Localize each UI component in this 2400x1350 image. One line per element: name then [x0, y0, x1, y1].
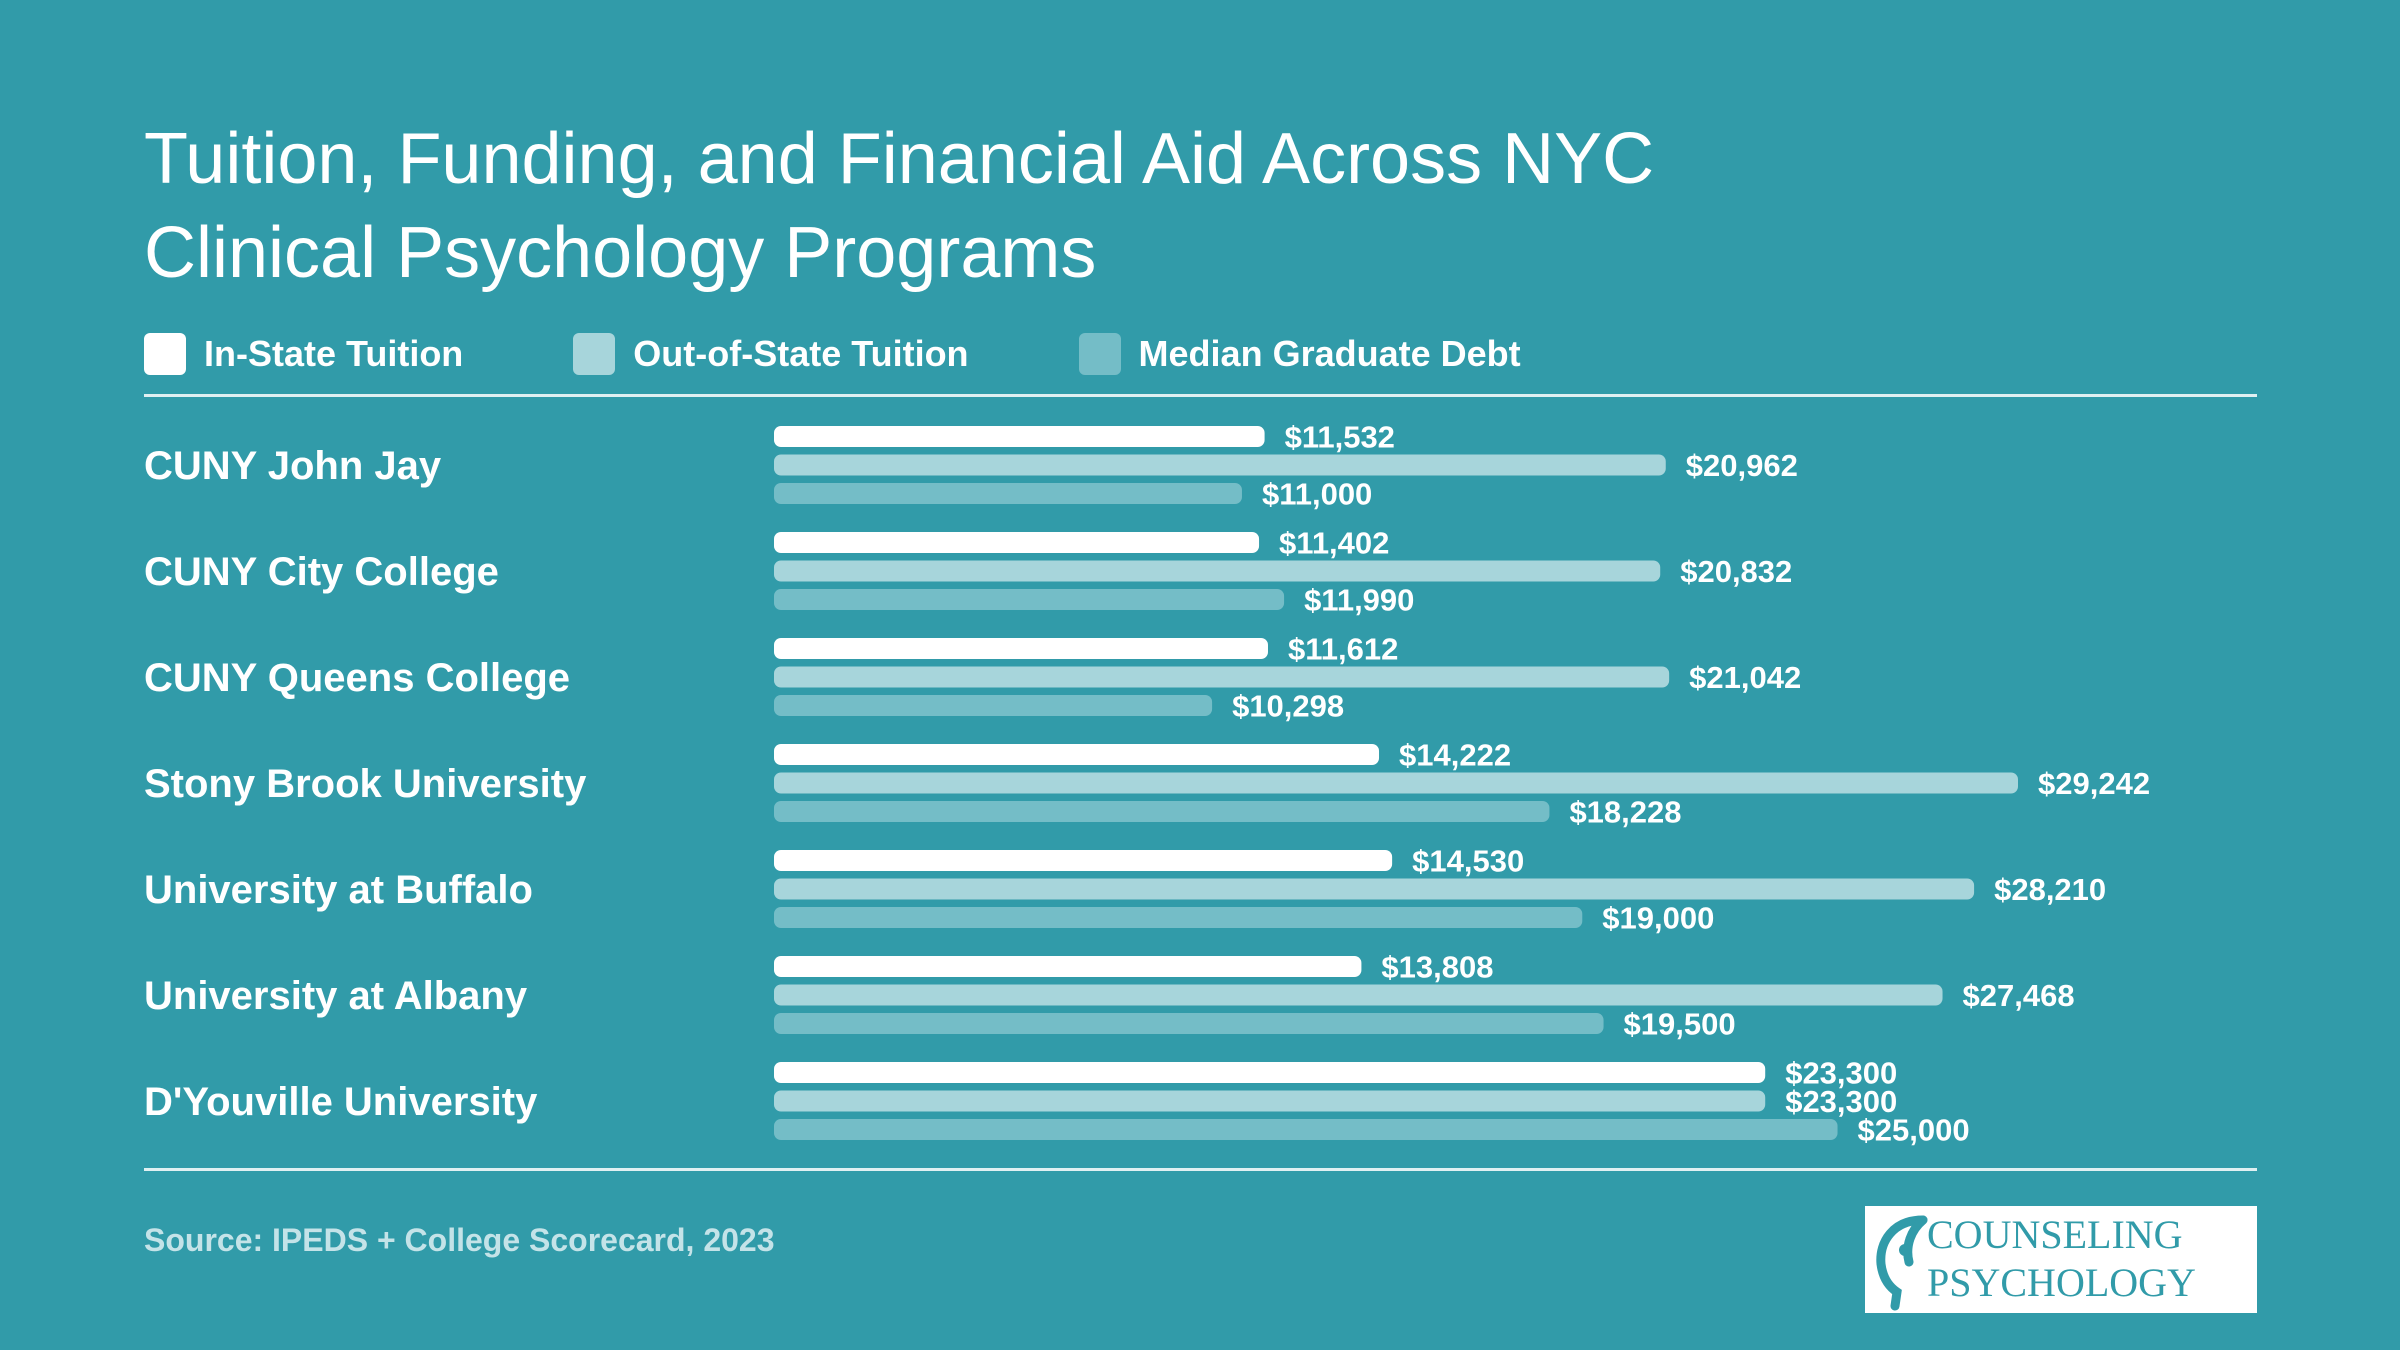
- legend-label-out-of-state: Out-of-State Tuition: [633, 333, 969, 374]
- bar-median-debt-university-at-buffalo: [774, 907, 1583, 928]
- bar-in-state-cuny-john-jay: [774, 426, 1265, 447]
- legend-swatch-out-of-state: [573, 333, 616, 375]
- head-profile-icon: [1876, 1215, 1928, 1311]
- source-note: Source: IPEDS + College Scorecard, 2023: [144, 1222, 775, 1258]
- category-label-cuny-city-college: CUNY City College: [144, 550, 499, 594]
- bar-median-debt-stony-brook-university: [774, 801, 1550, 822]
- bar-out-of-state-university-at-albany: [774, 984, 1943, 1006]
- data-label-median-debt-university-at-albany: $19,500: [1624, 1007, 1736, 1042]
- bar-median-debt-cuny-john-jay: [774, 483, 1242, 504]
- legend: In-State Tuition Out-of-State Tuition Me…: [144, 332, 1521, 376]
- bar-in-state-d-youville-university: [774, 1062, 1766, 1083]
- data-label-in-state-university-at-buffalo: $14,530: [1412, 844, 1524, 879]
- bar-out-of-state-stony-brook-university: [774, 772, 2018, 794]
- divider-top: [144, 394, 2257, 397]
- category-label-stony-brook-university: Stony Brook University: [144, 762, 587, 806]
- data-label-out-of-state-d-youville-university: $23,300: [1785, 1084, 1897, 1119]
- data-label-median-debt-cuny-city-college: $11,990: [1304, 583, 1414, 618]
- chart-title: Tuition, Funding, and Financial Aid Acro…: [144, 112, 1844, 300]
- legend-label-median-debt: Median Graduate Debt: [1138, 333, 1521, 374]
- bar-out-of-state-cuny-john-jay: [774, 454, 1666, 476]
- legend-item-in-state: In-State Tuition: [144, 332, 463, 376]
- data-label-in-state-university-at-albany: $13,808: [1381, 950, 1493, 985]
- legend-swatch-in-state: [144, 333, 186, 375]
- data-label-median-debt-d-youville-university: $25,000: [1858, 1113, 1970, 1148]
- bar-median-debt-university-at-albany: [774, 1013, 1604, 1034]
- category-label-university-at-albany: University at Albany: [144, 974, 528, 1018]
- data-label-in-state-cuny-queens-college: $11,612: [1288, 632, 1398, 667]
- data-label-in-state-stony-brook-university: $14,222: [1399, 738, 1511, 773]
- data-label-out-of-state-stony-brook-university: $29,242: [2038, 766, 2150, 801]
- data-label-median-debt-university-at-buffalo: $19,000: [1602, 901, 1714, 936]
- data-label-median-debt-cuny-john-jay: $11,000: [1262, 477, 1372, 512]
- data-label-out-of-state-cuny-city-college: $20,832: [1680, 554, 1792, 589]
- counseling-psychology-logo: COUNSELING PSYCHOLOGY: [1865, 1206, 2257, 1313]
- bar-median-debt-d-youville-university: [774, 1119, 1838, 1140]
- bar-in-state-stony-brook-university: [774, 744, 1380, 765]
- data-label-out-of-state-cuny-queens-college: $21,042: [1689, 660, 1801, 695]
- logo-text-line-1: COUNSELING: [1927, 1212, 2183, 1257]
- legend-item-median-debt: Median Graduate Debt: [1078, 332, 1521, 376]
- bar-out-of-state-d-youville-university: [774, 1090, 1766, 1112]
- bar-in-state-university-at-albany: [774, 956, 1362, 977]
- bar-in-state-university-at-buffalo: [774, 850, 1393, 871]
- data-label-in-state-d-youville-university: $23,300: [1785, 1056, 1897, 1091]
- bar-out-of-state-university-at-buffalo: [774, 878, 1975, 900]
- chart-title-line-1: Tuition, Funding, and Financial Aid Acro…: [144, 119, 1655, 199]
- data-label-in-state-cuny-john-jay: $11,532: [1285, 420, 1395, 455]
- bar-median-debt-cuny-queens-college: [774, 695, 1213, 716]
- chart-title-line-2: Clinical Psychology Programs: [144, 213, 1097, 293]
- data-label-out-of-state-cuny-john-jay: $20,962: [1686, 448, 1798, 483]
- category-label-cuny-john-jay: CUNY John Jay: [144, 444, 442, 488]
- bar-in-state-cuny-queens-college: [774, 638, 1268, 659]
- data-label-median-debt-cuny-queens-college: $10,298: [1232, 689, 1344, 724]
- data-label-median-debt-stony-brook-university: $18,228: [1569, 795, 1681, 830]
- data-label-in-state-cuny-city-college: $11,402: [1279, 526, 1389, 561]
- legend-label-in-state: In-State Tuition: [204, 333, 464, 374]
- category-label-university-at-buffalo: University at Buffalo: [144, 868, 533, 912]
- bar-median-debt-cuny-city-college: [774, 589, 1285, 610]
- legend-item-out-of-state: Out-of-State Tuition: [573, 332, 969, 376]
- data-label-out-of-state-university-at-buffalo: $28,210: [1994, 872, 2106, 907]
- divider-bottom: [144, 1168, 2257, 1171]
- bar-out-of-state-cuny-city-college: [774, 560, 1661, 582]
- bar-in-state-cuny-city-college: [774, 532, 1260, 553]
- category-label-d-youville-university: D'Youville University: [144, 1080, 538, 1124]
- category-label-cuny-queens-college: CUNY Queens College: [144, 656, 570, 700]
- data-label-out-of-state-university-at-albany: $27,468: [1963, 978, 2075, 1013]
- bar-out-of-state-cuny-queens-college: [774, 666, 1670, 688]
- legend-swatch-median-debt: [1078, 333, 1121, 375]
- logo-text-line-2: PSYCHOLOGY: [1927, 1260, 2196, 1305]
